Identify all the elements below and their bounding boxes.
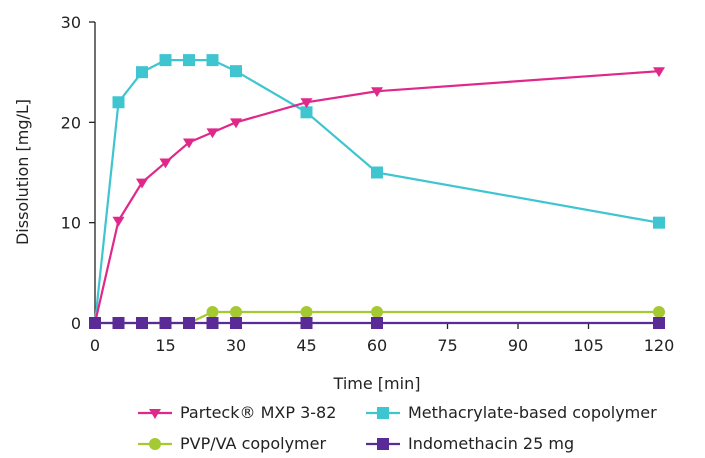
data-point bbox=[653, 317, 665, 329]
x-tick-label: 105 bbox=[573, 336, 604, 355]
data-point bbox=[159, 158, 172, 169]
data-point bbox=[230, 317, 242, 329]
data-point bbox=[300, 305, 313, 318]
legend-item: Methacrylate-based copolymer bbox=[366, 403, 657, 422]
x-tick-label: 45 bbox=[296, 336, 316, 355]
data-point bbox=[653, 216, 665, 229]
legend-label: Parteck® MXP 3-82 bbox=[180, 403, 336, 422]
series-line bbox=[93, 70, 660, 324]
y-tick-label: 0 bbox=[71, 314, 81, 333]
data-point bbox=[183, 138, 195, 149]
data-point bbox=[183, 317, 195, 329]
series-line bbox=[93, 59, 660, 324]
legend-label: PVP/VA copolymer bbox=[180, 434, 326, 453]
data-point bbox=[159, 317, 172, 329]
legend-item: Indomethacin 25 mg bbox=[366, 434, 574, 453]
data-point bbox=[206, 305, 219, 318]
data-point bbox=[371, 305, 383, 318]
data-point bbox=[230, 65, 242, 78]
data-point bbox=[136, 66, 148, 79]
data-point bbox=[112, 96, 125, 109]
legend-item: PVP/VA copolymer bbox=[138, 434, 326, 453]
y-tick-label: 30 bbox=[61, 13, 81, 32]
series-layer bbox=[89, 54, 665, 329]
data-point bbox=[183, 54, 195, 67]
x-tick-label: 15 bbox=[155, 336, 175, 355]
x-tick-label: 120 bbox=[644, 336, 675, 355]
data-point bbox=[300, 98, 313, 109]
x-tick-label: 75 bbox=[437, 336, 457, 355]
data-point bbox=[206, 54, 219, 67]
data-point bbox=[112, 216, 125, 227]
legend-marker bbox=[149, 409, 161, 419]
x-tick-label: 0 bbox=[90, 336, 100, 355]
data-point bbox=[230, 118, 242, 129]
data-point bbox=[371, 166, 383, 179]
x-tick-label: 60 bbox=[367, 336, 387, 355]
data-point bbox=[159, 54, 172, 67]
data-point bbox=[653, 305, 665, 318]
data-point bbox=[89, 317, 101, 329]
legend-marker bbox=[149, 438, 161, 450]
data-point bbox=[230, 305, 242, 318]
legend-label: Methacrylate-based copolymer bbox=[408, 403, 657, 422]
data-point bbox=[300, 317, 313, 329]
ticks: 0 15 30 45 60 75 90 105 120 0 10 20 30 bbox=[61, 13, 675, 355]
series-0 bbox=[89, 67, 665, 329]
y-tick-label: 10 bbox=[61, 214, 81, 233]
legend-marker bbox=[377, 407, 389, 419]
data-point bbox=[206, 128, 219, 139]
data-point bbox=[136, 317, 148, 329]
data-point bbox=[206, 317, 219, 329]
data-point bbox=[371, 87, 383, 98]
legend-marker bbox=[377, 438, 389, 450]
legend: Parteck® MXP 3-82 Methacrylate-based copo… bbox=[138, 403, 657, 453]
data-point bbox=[112, 317, 125, 329]
series-3 bbox=[89, 317, 665, 329]
data-point bbox=[653, 67, 665, 78]
y-axis-title: Dissolution [mg/L] bbox=[13, 99, 32, 245]
data-point bbox=[300, 106, 313, 119]
x-axis-title: Time [min] bbox=[333, 374, 421, 393]
x-tick-label: 90 bbox=[508, 336, 528, 355]
x-tick-label: 30 bbox=[226, 336, 246, 355]
legend-label: Indomethacin 25 mg bbox=[408, 434, 574, 453]
y-tick-label: 20 bbox=[61, 113, 81, 132]
legend-item: Parteck® MXP 3-82 bbox=[138, 403, 336, 422]
data-point bbox=[371, 317, 383, 329]
data-point bbox=[136, 178, 148, 189]
